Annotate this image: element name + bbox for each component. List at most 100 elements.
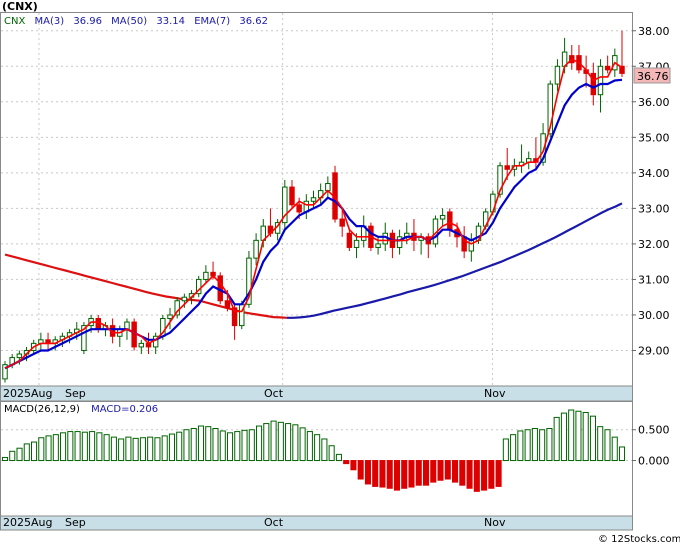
candle-body — [253, 239, 259, 259]
x-label-nov: Nov — [484, 387, 506, 400]
candle-body — [296, 204, 302, 213]
ma50-line-rising — [286, 202, 623, 319]
macd-bar — [597, 426, 604, 462]
macd-bar — [510, 434, 517, 462]
legend-ema7-value: 36.62 — [239, 16, 268, 27]
candle-body — [16, 353, 23, 359]
macd-legend: MACD(26,12,9) MACD=0.206 — [4, 404, 158, 415]
macd-bar — [335, 453, 342, 462]
macd-bar — [452, 460, 459, 483]
macd-bar — [560, 412, 567, 462]
candle-body — [447, 211, 453, 231]
candle-body — [396, 236, 403, 248]
macd-label: MACD(26,12,9) — [4, 404, 80, 415]
macd-bar — [96, 432, 103, 462]
macd-bar — [546, 427, 553, 462]
x-label-aug: 2025Aug — [3, 387, 52, 400]
legend-ma3-value: 36.96 — [73, 16, 102, 27]
price-tick-label: 36.00 — [638, 96, 670, 109]
price-tick-label: 35.00 — [638, 131, 670, 144]
macd-bar — [328, 445, 335, 462]
legend-ma50-label: MA(50) — [111, 16, 147, 27]
macd-bar — [618, 446, 626, 462]
last-price-value: 36.76 — [637, 70, 669, 83]
macd-bar — [118, 438, 125, 462]
candle-body — [547, 83, 553, 135]
macd-bar — [241, 429, 248, 462]
macd-bar — [154, 437, 161, 462]
macd-bar — [466, 460, 473, 489]
macd-bar — [531, 427, 538, 462]
macd-bar — [553, 416, 560, 462]
macd-bar — [205, 426, 212, 462]
macd-bar — [270, 420, 277, 462]
candle-body — [124, 321, 130, 330]
macd-x-label-aug: 2025Aug — [3, 516, 52, 529]
ma3-line — [4, 58, 623, 369]
macd-bar — [226, 432, 234, 462]
candle-body — [81, 325, 87, 351]
price-tick-label: 33.00 — [638, 202, 670, 215]
macd-bar — [161, 435, 168, 462]
candle-body — [339, 218, 345, 227]
price-tick-label: 38.00 — [638, 25, 670, 38]
macd-bar — [459, 460, 466, 486]
watermark: © 12Stocks.com — [598, 534, 680, 545]
x-label-sep: Sep — [65, 387, 86, 400]
macd-x-label-nov: Nov — [484, 516, 506, 529]
candle-body — [353, 239, 360, 248]
price-tick-label: 29.00 — [638, 344, 670, 357]
macd-bar — [422, 460, 430, 486]
candle-body — [619, 65, 625, 74]
candle-body — [174, 300, 180, 316]
price-tick-label: 30.00 — [638, 309, 670, 322]
macd-x-label-sep: Sep — [65, 516, 86, 529]
macd-bar — [67, 431, 74, 462]
price-tick-label: 31.00 — [638, 273, 670, 286]
macd-bar — [176, 431, 183, 462]
macd-bar — [589, 415, 597, 462]
macd-bar — [321, 438, 328, 462]
legend-row: CNX MA(3) 36.96 MA(50) 33.14 EMA(7) 36.6… — [4, 16, 268, 27]
macd-bar — [9, 450, 16, 462]
macd-bar — [190, 427, 197, 462]
candle-body — [138, 342, 145, 348]
macd-bar — [248, 429, 255, 462]
candle-body — [439, 214, 446, 220]
candle-body — [195, 278, 202, 295]
macd-bar — [125, 436, 132, 462]
macd-bar — [132, 437, 139, 462]
macd-bar — [30, 441, 38, 462]
macd-bar — [350, 460, 357, 471]
candle-body — [590, 72, 597, 96]
macd-bar — [197, 425, 205, 462]
macd-bar — [444, 460, 451, 480]
macd-bar — [277, 421, 284, 462]
macd-bar — [219, 430, 226, 462]
macd-x-label-oct: Oct — [264, 516, 284, 529]
candle-body — [2, 364, 8, 380]
candle-body — [310, 197, 317, 202]
legend-ema7-label: EMA(7) — [194, 16, 230, 27]
candle-body — [346, 232, 353, 248]
macd-bar — [263, 423, 270, 462]
macd-bar — [473, 460, 480, 492]
macd-bar — [16, 447, 23, 462]
macd-bar — [306, 431, 313, 462]
macd-bar — [415, 460, 422, 486]
macd-bar — [168, 433, 175, 462]
candle-body — [246, 257, 252, 305]
macd-bar — [74, 431, 81, 462]
macd-bar — [481, 460, 488, 491]
macd-bar — [524, 429, 531, 462]
candle-body — [95, 318, 101, 330]
macd-bar — [488, 460, 495, 489]
legend-ma3-label: MA(3) — [35, 16, 65, 27]
candle-body — [604, 65, 611, 71]
x-label-oct: Oct — [264, 387, 284, 400]
ema7-line — [4, 78, 623, 370]
macd-bar — [604, 429, 611, 462]
price-tick-label: 34.00 — [638, 167, 670, 180]
